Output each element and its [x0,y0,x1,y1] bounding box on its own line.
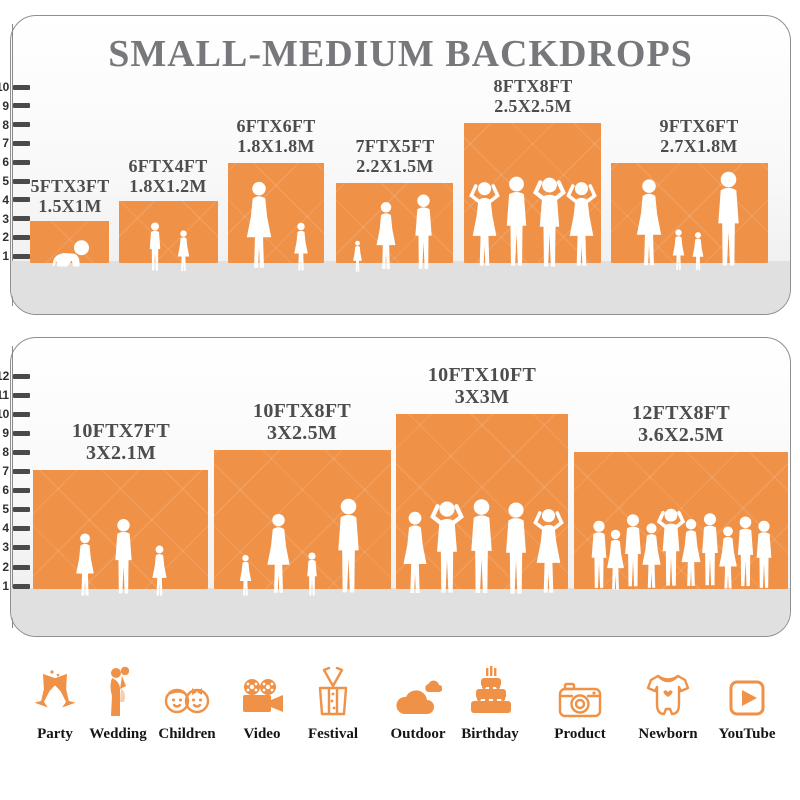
category-label: Birthday [461,726,519,742]
category-outdoor: Outdoor [372,662,464,743]
ruler-label: 8 [2,445,9,459]
people-silhouette [30,238,109,268]
backdrop-rect-12x8ft [574,452,788,589]
ruler-line [12,346,13,628]
backdrop-label-10x7: 10FTX7FT 3X2.1M [72,420,170,465]
video-icon [216,662,308,718]
people-silhouette [336,192,453,273]
backdrop-rect-10x7ft [33,470,208,589]
outdoor-icon [372,662,464,718]
backdrop-rect-10x10ft [396,414,568,589]
category-label: Children [158,726,216,742]
backdrop-label-5x3: 5FTX3FT 1.5X1M [30,176,110,217]
ruler-label: 9 [2,99,9,113]
ruler-label: 1 [2,249,9,263]
ruler-label: 3 [2,540,9,554]
ruler-label: 9 [2,426,9,440]
category-label: YouTube [718,726,776,742]
category-birthday: Birthday [444,662,536,743]
category-festival: Festival [287,662,379,743]
birthday-icon [444,662,536,718]
backdrop-label-6x6: 6FTX6FT 1.8X1.8M [236,116,316,157]
category-video: Video [216,662,308,743]
backdrop-label-10x8: 10FTX8FT 3X2.5M [253,400,351,445]
ruler-label: 10 [0,407,10,421]
wedding-icon [72,662,164,718]
backdrop-label-8x8: 8FTX8FT 2.5X2.5M [493,76,573,117]
ruler-label: 2 [2,230,9,244]
ruler-label: 3 [2,212,9,226]
backdrop-rect-7x5ft [336,183,453,263]
ruler-label: 4 [2,521,9,535]
category-wedding: Wedding [72,662,164,743]
category-label: Wedding [89,726,147,742]
category-party: Party [9,662,101,743]
people-silhouette [464,171,601,273]
ruler-label: 12 [0,369,10,383]
people-silhouette [228,178,324,273]
youtube-icon [701,662,793,718]
product-icon [534,662,626,718]
category-label: Party [37,726,73,742]
backdrop-rect-9x6ft [611,163,768,263]
backdrop-rect-6x4ft [119,201,218,263]
backdrop-rect-10x8ft [214,450,391,589]
ruler-label: 4 [2,193,9,207]
party-icon [9,662,101,718]
ruler-label: 6 [2,483,9,497]
backdrop-rect-6x6ft [228,163,324,263]
panel-small-medium: SMALL-MEDIUM BACKDROPS 10 9 8 7 6 5 4 3 … [0,15,791,315]
ruler-label: 5 [2,174,9,188]
backdrop-rect-5x3ft [30,221,109,263]
newborn-icon [622,662,714,718]
floor [11,588,790,636]
backdrop-rect-8x8ft [464,123,601,263]
festival-icon [287,662,379,718]
category-label: Video [243,726,281,742]
ruler-label: 7 [2,464,9,478]
ruler-label: 6 [2,155,9,169]
ruler-label: 7 [2,136,9,150]
backdrop-label-7x5: 7FTX5FT 2.2X1.5M [355,136,435,177]
category-youtube: YouTube [701,662,793,743]
ruler-line [12,24,13,306]
people-silhouette [396,495,568,599]
backdrop-label-12x8: 12FTX8FT 3.6X2.5M [632,402,730,447]
category-product: Product [534,662,626,743]
page-title: SMALL-MEDIUM BACKDROPS [108,33,693,75]
backdrop-label-9x6: 9FTX6FT 2.7X1.8M [659,116,739,157]
ruler-label: 8 [2,118,9,132]
people-silhouette [119,221,218,273]
category-label: Newborn [638,726,698,742]
ruler-label: 2 [2,560,9,574]
ruler-label: 10 [0,80,10,94]
backdrop-label-10x10: 10FTX10FT 3X3M [427,364,537,409]
people-silhouette [574,497,788,599]
ruler-label: 1 [2,579,9,593]
people-silhouette [611,166,768,273]
panel-large: 12 11 10 9 8 7 6 5 4 3 2 1 10FTX7FT3X2.1… [0,337,791,637]
category-newborn: Newborn [622,662,714,743]
children-icon [141,662,233,718]
people-silhouette [33,515,208,599]
category-children: Children [141,662,233,743]
ruler-label: 11 [0,388,9,402]
category-label: Festival [308,726,358,742]
floor [11,261,790,314]
ruler-label: 5 [2,502,9,516]
people-silhouette [214,494,391,599]
backdrop-label-6x4: 6FTX4FT 1.8X1.2M [128,156,208,197]
category-label: Product [554,726,606,742]
category-label: Outdoor [390,726,446,742]
